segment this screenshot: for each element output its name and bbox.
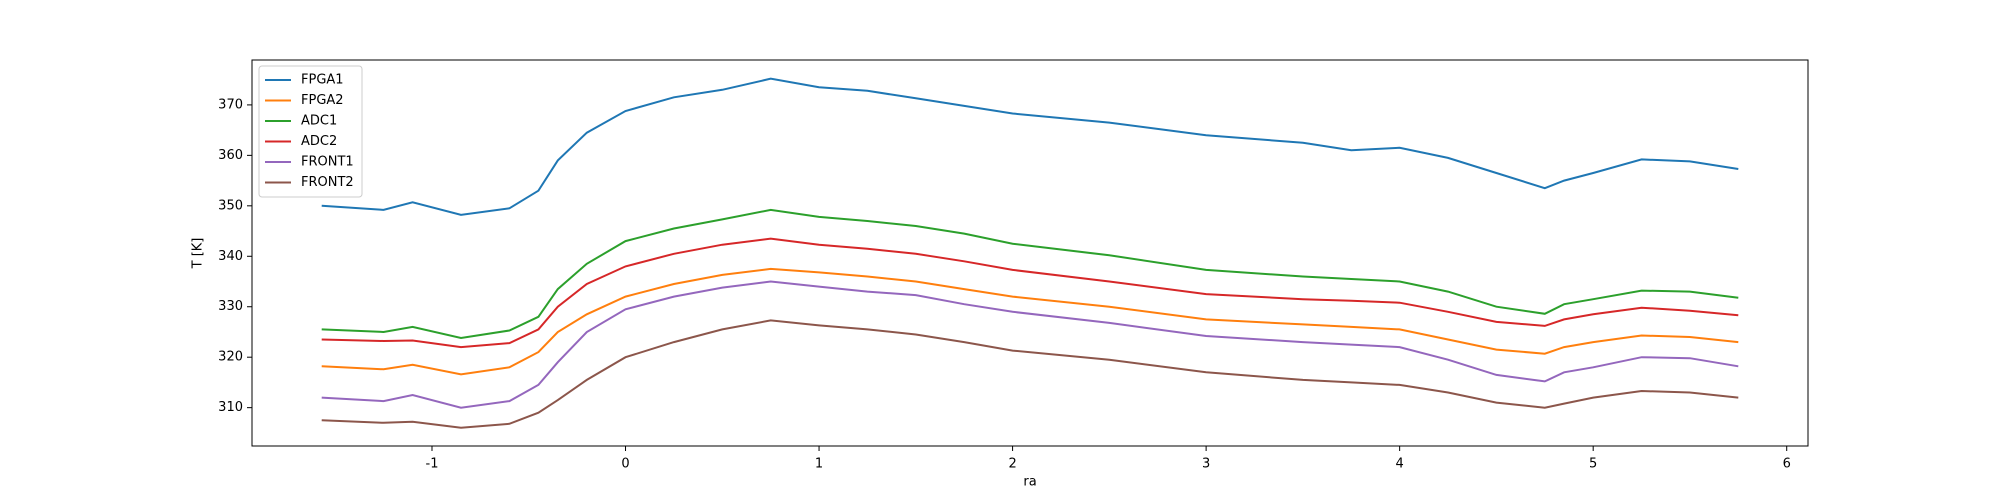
legend-label: FRONT2: [301, 175, 354, 190]
plot-frame: [251, 59, 1809, 447]
y-tick-label: 360: [218, 148, 243, 163]
y-tick-label: 310: [218, 400, 243, 415]
series-line: [321, 319, 1739, 429]
x-tick-label: 2: [1008, 457, 1016, 472]
y-tick-label: 370: [218, 97, 243, 112]
x-axis-label: ra: [1023, 475, 1036, 490]
y-tick-label: 320: [218, 350, 243, 365]
legend-label: FPGA2: [301, 93, 344, 108]
legend-label: ADC2: [301, 134, 337, 149]
x-tick-label: 3: [1202, 457, 1210, 472]
x-tick-label: 4: [1396, 457, 1404, 472]
series-line: [321, 77, 1739, 216]
legend-label: ADC1: [301, 114, 337, 129]
legend-label: FRONT1: [301, 155, 354, 170]
series-line: [321, 208, 1739, 340]
series-line: [321, 280, 1739, 409]
y-tick-label: 330: [218, 299, 243, 314]
series-line: [321, 237, 1739, 349]
x-tick-label: -1: [426, 457, 439, 472]
y-tick-label: 350: [218, 198, 243, 213]
x-tick-label: 0: [621, 457, 629, 472]
legend-label: FPGA1: [301, 73, 344, 88]
y-tick-label: 340: [218, 249, 243, 264]
x-tick-label: 5: [1589, 457, 1597, 472]
y-axis-label: T [K]: [191, 238, 206, 270]
x-tick-label: 6: [1783, 457, 1791, 472]
legend-box: [258, 65, 363, 198]
legend: FPGA1 FPGA2 ADC1 ADC2 FRONT1 FRONT2: [258, 65, 363, 198]
series-line: [321, 267, 1739, 376]
x-tick-label: 1: [815, 457, 823, 472]
